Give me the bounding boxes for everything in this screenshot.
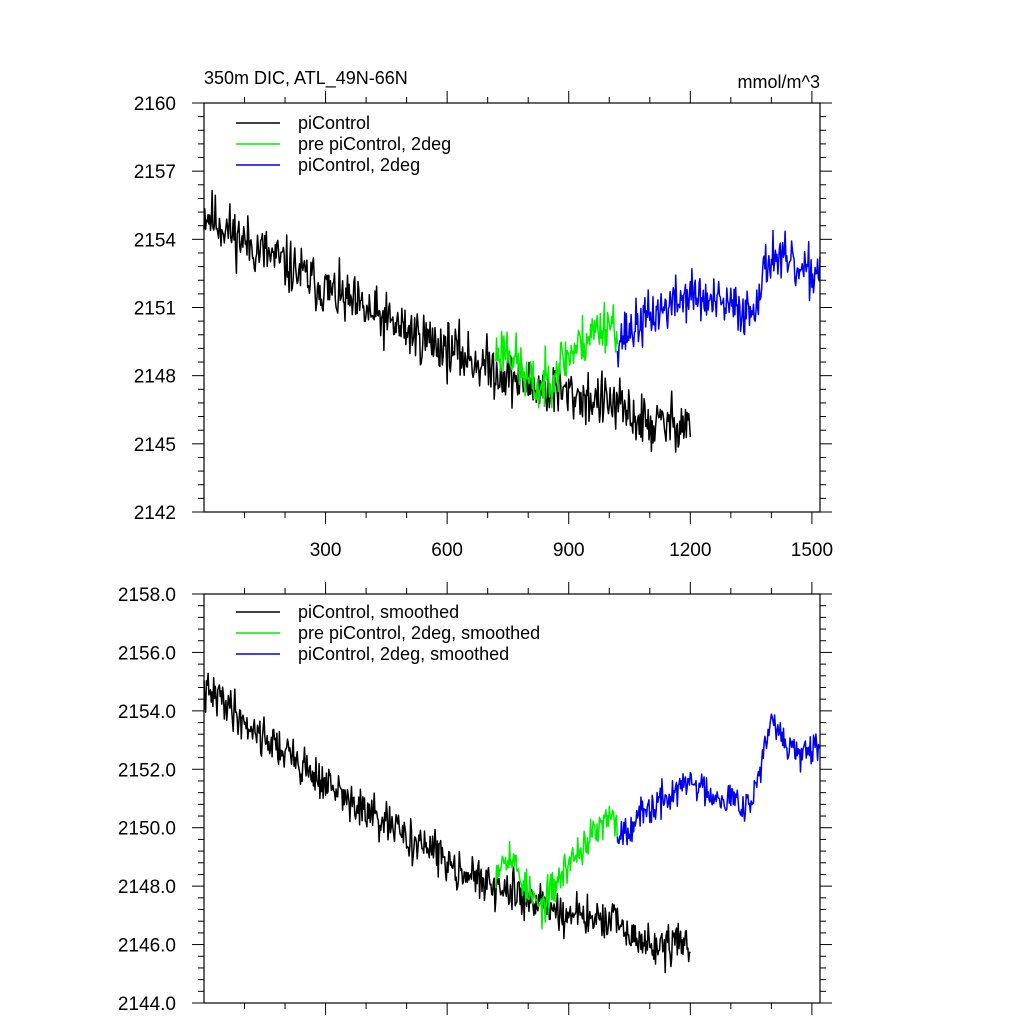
x-tick-label: 1200 (669, 540, 711, 561)
y-tick-label: 2146.0 (118, 936, 176, 957)
panel-dic-raw: 350m DIC, ATL_49N-66N mmol/m^3 300 600 900… (134, 68, 833, 561)
y-tick-label: 2145 (134, 435, 176, 456)
plot-frame (203, 102, 821, 513)
y-tick-label: 2142 (134, 503, 176, 524)
y-tick-label: 2148.0 (118, 877, 176, 898)
y-tick-label: 2154 (134, 230, 177, 251)
legend-label: pre piControl, 2deg (298, 134, 451, 154)
y-tick-label: 2150.0 (118, 819, 176, 840)
series-line-pre-picontrol-2deg (495, 301, 619, 409)
x-tick-label: 600 (431, 540, 463, 561)
legend-label: piControl, 2deg (298, 155, 420, 175)
units-label: mmol/m^3 (738, 72, 820, 92)
y-tick-label: 2158.0 (118, 585, 176, 606)
y-tick-label: 2148 (134, 367, 176, 388)
plot-frame (203, 593, 821, 1004)
y-tick-label: 2156.0 (118, 643, 176, 664)
chart-title: 350m DIC, ATL_49N-66N (204, 68, 408, 89)
legend-label: pre piControl, 2deg, smoothed (298, 623, 540, 643)
panel-dic-smoothed: 2144.0 2146.0 2148.0 2150.0 2152.0 2154.0 2156… (118, 582, 832, 1015)
x-tick-label: 300 (310, 540, 342, 561)
legend-label: piControl, smoothed (298, 602, 459, 622)
x-tick-label: 900 (553, 540, 585, 561)
series-line-picontrol-2deg-smoothed (616, 713, 821, 846)
y-tick-label: 2157 (134, 162, 176, 183)
legend-label: piControl (298, 113, 370, 133)
y-tick-label: 2152.0 (118, 760, 176, 781)
legend-label: piControl, 2deg, smoothed (298, 644, 509, 664)
y-tick-label: 2154.0 (118, 702, 176, 723)
y-tick-label: 2151 (134, 299, 176, 320)
series-line-pre-picontrol-2deg-smoothed (495, 805, 619, 930)
x-tick-label: 1500 (791, 540, 833, 561)
y-tick-label: 2160 (134, 94, 176, 115)
series-line-picontrol-2deg (616, 229, 821, 368)
y-tick-label: 2144.0 (118, 994, 176, 1015)
series-line-picontrol (203, 189, 692, 453)
series-line-picontrol-smoothed (203, 672, 691, 974)
